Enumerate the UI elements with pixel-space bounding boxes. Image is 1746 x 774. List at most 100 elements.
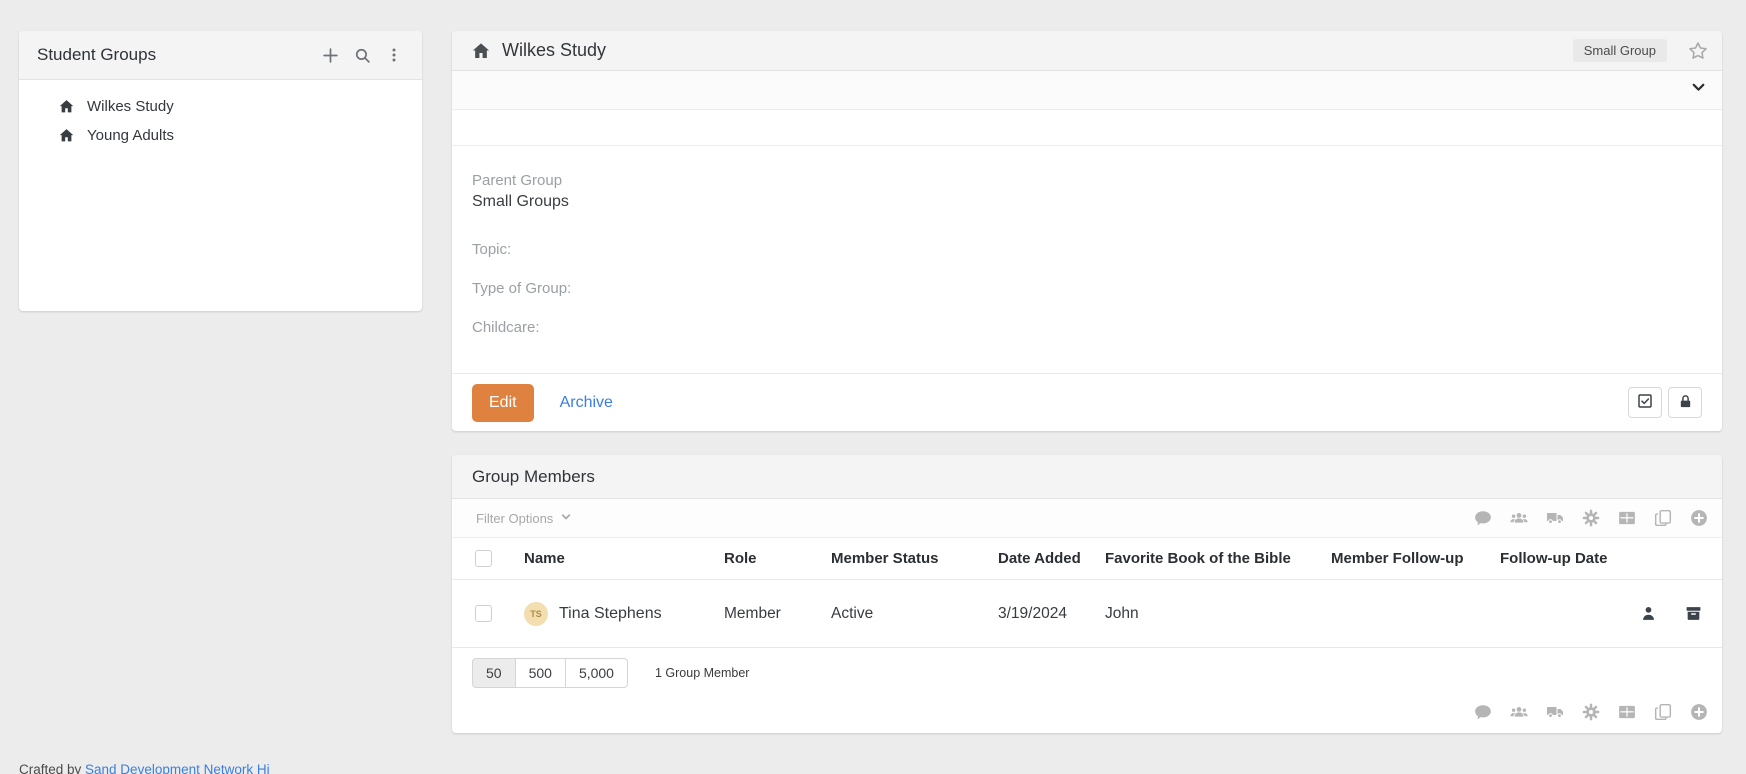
duplicate-button[interactable] <box>1654 509 1672 527</box>
gear-icon <box>1582 509 1600 527</box>
group-members-card: Group Members Filter Options <box>452 455 1722 733</box>
favorite-button[interactable] <box>1688 41 1708 61</box>
plus-icon <box>322 47 339 64</box>
column-header-follow-up-date[interactable]: Follow-up Date <box>1500 550 1608 567</box>
comment-icon <box>1474 509 1492 527</box>
sidebar-item-wilkes-study[interactable]: Wilkes Study <box>19 92 422 121</box>
filter-options-toggle[interactable]: Filter Options <box>476 511 572 526</box>
page-title: Wilkes Study <box>502 40 607 60</box>
parent-group-label: Parent Group <box>472 172 563 189</box>
bulk-select-button[interactable] <box>1628 387 1662 418</box>
sidebar-item-young-adults[interactable]: Young Adults <box>19 121 422 150</box>
student-groups-panel: Student Groups Wilkes Study Young <box>19 31 422 311</box>
table-view-button[interactable] <box>1618 509 1636 527</box>
member-name: Tina Stephens <box>559 604 662 622</box>
home-icon <box>59 128 74 143</box>
members-button[interactable] <box>1510 509 1528 527</box>
gear-icon <box>1582 703 1600 721</box>
page-size-5000[interactable]: 5,000 <box>565 657 628 688</box>
member-date-added: 3/19/2024 <box>998 604 1067 622</box>
members-pagination: 50 500 5,000 1 Group Member <box>452 648 1722 697</box>
check-in-button[interactable] <box>1546 509 1564 527</box>
collapsed-section <box>452 110 1722 146</box>
archive-link[interactable]: Archive <box>559 393 613 411</box>
archive-member-button[interactable] <box>1685 605 1702 622</box>
select-all-checkbox[interactable] <box>475 550 492 567</box>
details-collapse-bar[interactable] <box>452 71 1722 110</box>
page-size-500[interactable]: 500 <box>515 657 566 688</box>
comment-button[interactable] <box>1474 703 1492 721</box>
chevron-down-icon <box>1690 79 1707 101</box>
column-header-favorite-book[interactable]: Favorite Book of the Bible <box>1105 550 1291 567</box>
members-toolbar <box>1474 509 1708 527</box>
users-icon <box>1510 509 1528 527</box>
main-content: Wilkes Study Small Group Parent Group Sm… <box>452 31 1722 733</box>
panel-actions <box>322 47 402 64</box>
permissions-button[interactable] <box>1668 387 1702 418</box>
person-icon <box>1640 605 1657 622</box>
check-in-button[interactable] <box>1546 703 1564 721</box>
student-groups-panel-header: Student Groups <box>19 31 422 80</box>
search-groups-button[interactable] <box>354 47 371 64</box>
page-size-group: 50 500 5,000 <box>472 657 628 688</box>
member-status: Active <box>831 604 874 622</box>
archive-box-icon <box>1685 605 1702 622</box>
page: Student Groups Wilkes Study Young <box>19 31 1722 733</box>
settings-button[interactable] <box>1582 509 1600 527</box>
detail-tool-buttons <box>1628 387 1702 418</box>
edit-button[interactable]: Edit <box>472 383 534 422</box>
comment-button[interactable] <box>1474 509 1492 527</box>
group-type-badge: Small Group <box>1572 39 1667 62</box>
chevron-down-icon <box>560 511 572 526</box>
add-circle-icon <box>1690 703 1708 721</box>
add-group-button[interactable] <box>322 47 339 64</box>
footer-prefix: Crafted by <box>19 762 86 774</box>
row-checkbox[interactable] <box>475 605 492 622</box>
member-row[interactable]: TS Tina Stephens Member Active 3/19/2024… <box>452 580 1722 648</box>
add-member-button[interactable] <box>1690 703 1708 721</box>
column-header-role[interactable]: Role <box>724 550 757 567</box>
footer-link[interactable]: Sand Development Network Hi <box>85 762 270 774</box>
page-size-50[interactable]: 50 <box>472 657 516 688</box>
members-button[interactable] <box>1510 703 1528 721</box>
sidebar-item-label: Young Adults <box>87 127 175 144</box>
home-icon <box>472 42 490 60</box>
users-icon <box>1510 703 1528 721</box>
section-title: Group Members <box>472 466 595 486</box>
add-circle-icon <box>1690 509 1708 527</box>
search-icon <box>354 47 371 64</box>
group-members-header: Group Members <box>452 455 1722 499</box>
column-header-member-status[interactable]: Member Status <box>831 550 939 567</box>
column-header-name[interactable]: Name <box>524 550 565 567</box>
star-icon <box>1688 41 1708 61</box>
kebab-menu-icon <box>386 47 402 63</box>
comment-icon <box>1474 703 1492 721</box>
group-detail-actions: Edit Archive <box>452 373 1722 431</box>
member-role: Member <box>724 604 781 622</box>
copy-icon <box>1654 509 1672 527</box>
home-icon <box>59 99 74 114</box>
members-filter-bar: Filter Options <box>452 499 1722 538</box>
view-profile-button[interactable] <box>1640 605 1657 622</box>
childcare-label: Childcare: <box>472 319 540 336</box>
members-table-header: Name Role Member Status Date Added Favor… <box>452 538 1722 580</box>
parent-group-value: Small Groups <box>472 193 569 210</box>
member-favorite-book: John <box>1105 604 1139 622</box>
sidebar-item-label: Wilkes Study <box>87 98 174 115</box>
topic-label: Topic: <box>472 241 512 258</box>
table-view-button[interactable] <box>1618 703 1636 721</box>
column-header-date-added[interactable]: Date Added <box>998 550 1081 567</box>
copy-icon <box>1654 703 1672 721</box>
truck-icon <box>1546 509 1564 527</box>
duplicate-button[interactable] <box>1654 703 1672 721</box>
lock-icon <box>1678 394 1693 412</box>
panel-menu-button[interactable] <box>386 47 402 63</box>
group-detail-card: Wilkes Study Small Group Parent Group Sm… <box>452 31 1722 431</box>
add-member-button[interactable] <box>1690 509 1708 527</box>
footer-credit: Crafted by Sand Development Network Hi <box>19 762 270 774</box>
group-detail-header: Wilkes Study Small Group <box>452 31 1722 71</box>
settings-button[interactable] <box>1582 703 1600 721</box>
members-toolbar-bottom <box>452 697 1722 727</box>
column-header-member-follow-up[interactable]: Member Follow-up <box>1331 550 1464 567</box>
group-list: Wilkes Study Young Adults <box>19 80 422 162</box>
